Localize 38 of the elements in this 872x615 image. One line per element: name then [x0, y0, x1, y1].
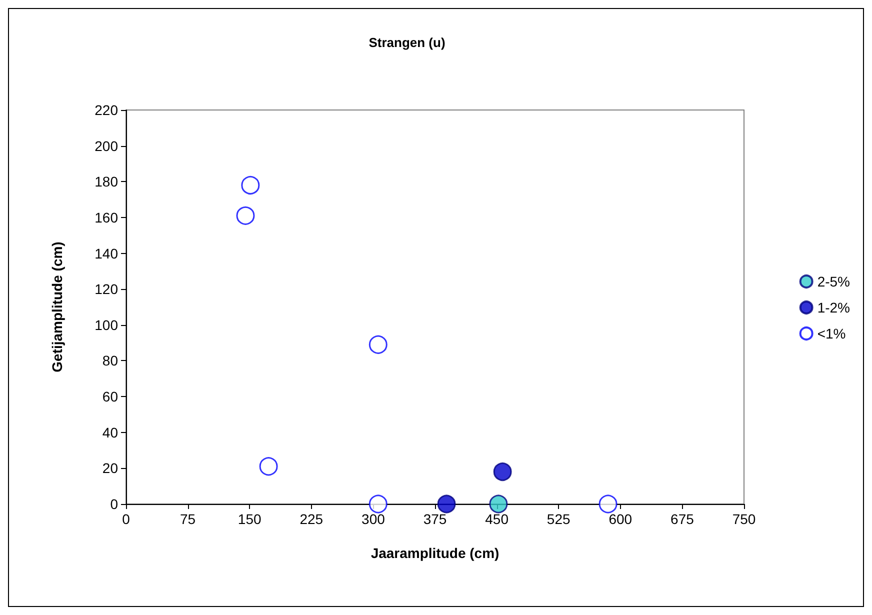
x-tick-label: 375	[423, 511, 447, 527]
y-tick-label: 20	[102, 460, 118, 476]
x-tick-label: 675	[670, 511, 694, 527]
legend-label: <1%	[817, 326, 846, 342]
x-tick-label: 150	[238, 511, 262, 527]
point	[236, 206, 255, 225]
x-tick-label: 75	[180, 511, 196, 527]
y-tick-label: 100	[94, 316, 118, 333]
x-tick-label: 300	[362, 511, 386, 527]
y-tick-label: 200	[94, 138, 118, 154]
point	[493, 462, 512, 482]
y-axis-title: Getijamplitude (cm)	[49, 242, 65, 372]
legend-label: 1-2%	[817, 300, 850, 316]
y-tick-label: 0	[110, 496, 118, 512]
y-tick-label: 60	[102, 388, 118, 405]
y-tick-label: 80	[102, 352, 118, 369]
point	[368, 335, 388, 354]
x-tick-label: 0	[122, 511, 130, 527]
point	[598, 494, 618, 514]
y-tick-label: 40	[102, 424, 118, 440]
legend-label: 2-5%	[817, 274, 850, 290]
x-tick-label: 525	[546, 511, 570, 527]
y-tick-label: 180	[94, 174, 118, 190]
y-tick-label: 140	[94, 245, 118, 262]
x-axis-title: Jaaramplitude (cm)	[370, 545, 500, 561]
point	[437, 494, 456, 514]
y-tick-label: 160	[94, 209, 118, 226]
point	[368, 494, 388, 514]
x-tick-label: 450	[485, 511, 509, 527]
point	[259, 457, 278, 476]
point	[489, 494, 508, 514]
y-tick-label: 120	[94, 281, 118, 298]
point	[241, 176, 260, 194]
x-tick-label: 600	[608, 511, 632, 527]
x-tick-label: 225	[300, 511, 324, 527]
chart-title: Strangen (u)	[368, 35, 446, 50]
y-tick-label: 220	[94, 102, 118, 118]
x-tick-label: 750	[732, 511, 756, 527]
